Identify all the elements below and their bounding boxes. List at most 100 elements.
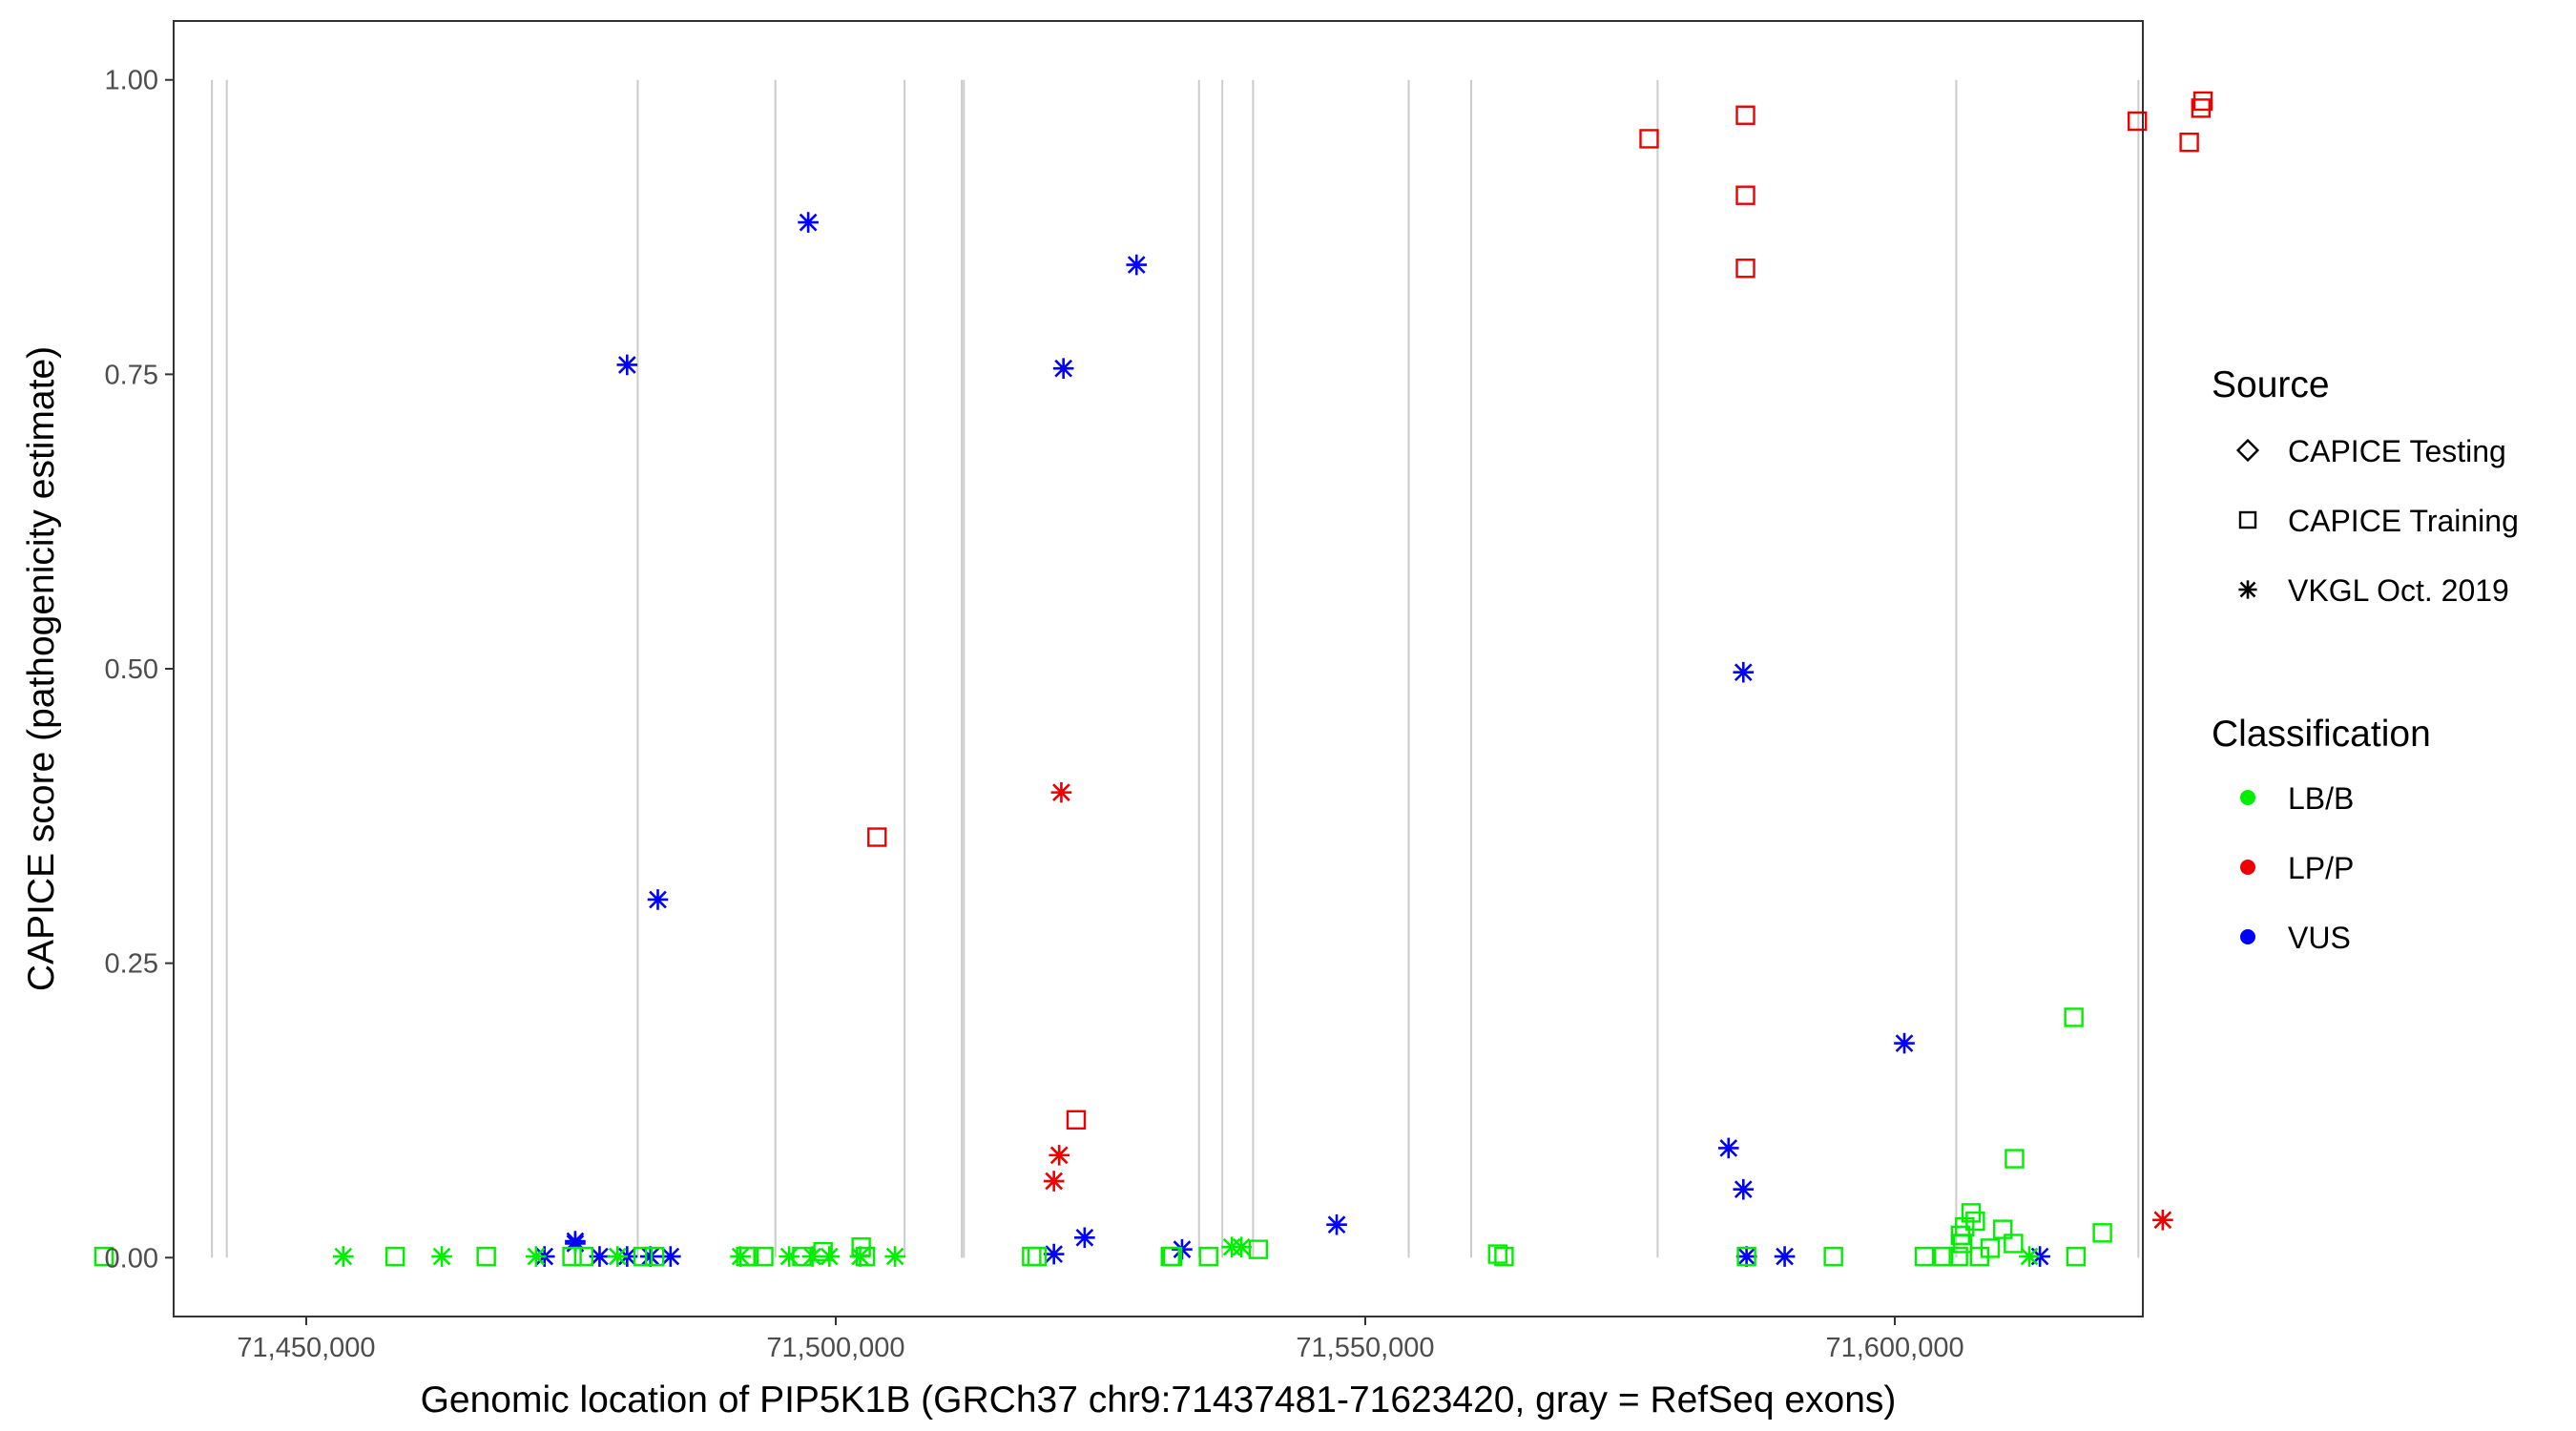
data-point-square: [1494, 1246, 1514, 1267]
data-point-square: [1965, 1211, 1985, 1232]
data-point-star: [1043, 1171, 1065, 1192]
data-point-star: [884, 1246, 905, 1267]
data-point-diamond: [2235, 438, 2260, 463]
data-point-square: [1162, 1246, 1183, 1267]
data-point-square: [754, 1246, 774, 1267]
data-point-square: [1248, 1239, 1269, 1259]
data-point-square: [1735, 105, 1755, 125]
data-point-square: [2179, 132, 2199, 153]
data-point-star: [647, 889, 669, 910]
data-point-star: [1049, 1145, 1070, 1166]
data-point-star: [2238, 580, 2257, 599]
data-point-star: [2152, 1209, 2173, 1231]
data-point-star: [849, 1246, 871, 1267]
data-point-star: [798, 212, 819, 233]
data-point-star: [333, 1246, 354, 1267]
data-point-star: [607, 1246, 629, 1267]
data-point-square: [1736, 1246, 1756, 1267]
data-point-star: [801, 1246, 823, 1267]
data-point-square: [1487, 1244, 1507, 1264]
data-point-star: [589, 1246, 611, 1267]
data-point-star: [1894, 1032, 1915, 1054]
data-point-star: [819, 1246, 841, 1267]
blue-dot-icon: [2240, 929, 2255, 944]
x-axis-title: Genomic location of PIP5K1B (GRCh37 chr9…: [421, 1379, 1897, 1421]
data-point-square: [2192, 91, 2213, 112]
data-point-square: [2064, 1007, 2084, 1027]
data-point-square: [1066, 1110, 1087, 1130]
data-point-star: [1126, 254, 1148, 276]
legend-source-title: Source: [2212, 364, 2330, 405]
red-dot-icon: [2240, 860, 2255, 875]
legend-label-capice-testing: CAPICE Testing: [2288, 434, 2506, 468]
data-point-star: [1733, 1178, 1755, 1200]
data-point-square: [2191, 98, 2212, 118]
x-tick-label: 71,500,000: [766, 1333, 904, 1363]
legend-label-capice-training: CAPICE Training: [2288, 504, 2519, 538]
data-point-star: [1231, 1236, 1252, 1257]
legend-item-lp-p: LP/P: [2240, 851, 2354, 885]
legend-label-vus: VUS: [2288, 921, 2351, 955]
x-tick-label: 71,600,000: [1825, 1333, 1963, 1363]
legend: Source CAPICE Testing CAPICE Training VK…: [2212, 364, 2519, 955]
legend-label-lb-b: LB/B: [2288, 781, 2354, 816]
data-point-square: [813, 1241, 833, 1262]
legend-item-capice-training: CAPICE Training: [2238, 504, 2519, 538]
data-point-star: [565, 1233, 586, 1255]
data-point-star: [1074, 1227, 1095, 1249]
data-point-square: [2066, 1246, 2087, 1267]
data-point-star: [1733, 661, 1755, 683]
data-point-square: [867, 827, 887, 847]
data-point-square: [1735, 185, 1755, 205]
data-point-square: [562, 1246, 582, 1267]
data-point-square: [1993, 1219, 2013, 1239]
y-tick-label: 0.25: [105, 949, 158, 980]
legend-classification-title: Classification: [2212, 714, 2431, 755]
y-tick-label: 0.50: [105, 654, 158, 685]
y-axis-title: CAPICE score (pathogenicity estimate): [21, 346, 62, 991]
data-point-star: [526, 1246, 547, 1267]
legend-item-capice-testing: CAPICE Testing: [2235, 434, 2506, 468]
data-point-square: [2004, 1234, 2024, 1254]
x-axis: 71,450,000 71,500,000 71,550,000 71,600,000: [237, 1317, 1964, 1363]
data-point-star: [1735, 1246, 1757, 1267]
data-point-square: [644, 1246, 665, 1267]
data-point-square: [385, 1246, 405, 1267]
data-point-square: [1933, 1246, 1954, 1267]
y-tick-label: 0.00: [105, 1243, 158, 1274]
y-tick-label: 0.75: [105, 360, 158, 390]
data-point-square: [476, 1246, 496, 1267]
x-tick-label: 71,450,000: [237, 1333, 375, 1363]
data-point-square: [2092, 1223, 2112, 1243]
data-point-square: [2128, 111, 2148, 132]
x-tick-label: 71,550,000: [1296, 1333, 1434, 1363]
data-points: [93, 91, 2213, 1267]
legend-item-vus: VUS: [2240, 921, 2351, 955]
diamond-icon: [2235, 438, 2260, 463]
exon-lines: [211, 79, 2140, 1258]
data-point-square: [1955, 1216, 1975, 1237]
data-point-square: [1198, 1246, 1218, 1267]
data-point-star: [1043, 1243, 1065, 1265]
data-point-square: [1823, 1246, 1843, 1267]
data-point-square: [1027, 1246, 1048, 1267]
data-point-star: [1050, 781, 1072, 803]
data-point-star: [779, 1246, 800, 1267]
data-point-square: [1735, 259, 1755, 279]
legend-item-lb-b: LB/B: [2240, 781, 2354, 816]
data-point-square: [633, 1246, 654, 1267]
star-icon: [2238, 580, 2257, 599]
data-point-square: [1948, 1246, 1968, 1267]
green-dot-icon: [2240, 790, 2255, 805]
data-point-square: [1980, 1238, 2001, 1258]
data-point-star: [660, 1246, 681, 1267]
data-point-star: [2019, 1246, 2040, 1267]
data-point-star: [431, 1246, 452, 1267]
y-tick-label: 1.00: [105, 66, 158, 96]
data-point-square: [1639, 129, 1659, 149]
square-icon: [2238, 510, 2257, 529]
legend-label-vkgl: VKGL Oct. 2019: [2288, 573, 2509, 608]
data-point-star: [1326, 1213, 1347, 1235]
